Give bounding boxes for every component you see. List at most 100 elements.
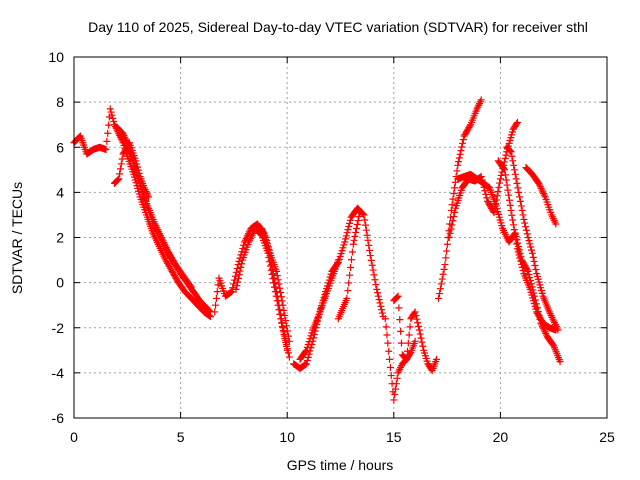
data-point [509,157,517,165]
data-point [369,266,377,274]
data-point [262,234,270,241]
data-point [346,216,354,224]
data-point [501,166,509,174]
tick-labels: 0 5 10 15 20 25 -6 -4 -2 0 2 4 6 8 10 [48,49,615,445]
data-point [376,299,384,307]
data-point [523,230,531,238]
data-point [365,241,373,249]
data-point [405,331,413,339]
data-point [502,176,510,184]
data-point [378,306,386,314]
data-point [355,213,363,221]
y-tick-label: 8 [56,94,64,110]
data-point [386,355,394,363]
data-point [234,274,242,282]
data-point [106,105,114,113]
data-point [346,271,354,279]
data-point [448,201,456,209]
data-point [342,232,350,240]
data-point [538,186,546,194]
data-point [278,297,286,305]
data-point [524,267,532,275]
data-point [454,161,462,169]
series-track-7 [258,224,293,345]
data-point [302,347,310,355]
data-point [384,339,392,347]
data-point [510,226,518,234]
data-point [371,276,379,284]
data-point [539,188,547,196]
data-point [513,245,521,253]
chart-title: Day 110 of 2025, Sidereal Day-to-day VTE… [88,19,588,35]
data-point [347,263,355,271]
data-point [368,261,376,269]
series-track-9 [296,256,342,363]
data-point [451,184,459,192]
x-tick-label: 15 [386,429,402,445]
data-point [277,288,285,296]
data-point [450,213,458,221]
data-point [383,331,391,339]
data-point [494,188,502,196]
data-point [247,233,255,241]
data-point [512,175,520,183]
data-point [345,223,353,231]
data-point [406,323,414,331]
data-point [540,191,548,199]
data-point [445,234,453,241]
data-point [273,267,281,275]
data-point [537,184,545,192]
data-point [372,281,380,289]
data-point [496,175,504,183]
data-point [441,261,449,269]
data-point [526,240,534,248]
data-point [283,322,291,330]
data-point [356,209,364,217]
data-point [458,143,466,151]
data-point [442,254,450,262]
grid [74,57,607,418]
data-point [246,235,254,243]
data-point [450,190,458,198]
data-point [540,190,548,198]
series-track-8 [290,204,387,372]
data-point [249,230,257,238]
data-point [506,147,514,155]
data-point [439,270,447,278]
data-point [512,235,520,243]
data-point [134,163,142,171]
data-point [232,285,240,293]
data-point [415,322,423,330]
data-point [270,283,278,291]
data-point [342,235,350,243]
data-point [275,280,283,288]
data-point [508,211,516,219]
data-point [248,231,256,239]
data-point [110,118,118,126]
data-point [351,232,359,240]
data-point [374,292,382,300]
x-tick-label: 20 [493,429,509,445]
data-point [527,243,535,251]
x-tick-label: 10 [279,429,295,445]
data-point [346,219,354,227]
data-point [530,257,538,265]
data-point [280,306,288,314]
data-point [525,237,533,245]
data-point [495,183,503,191]
data-point [453,167,461,175]
data-point [549,341,557,349]
data-point [273,272,281,280]
data-point [276,310,284,318]
data-point [276,284,284,292]
data-point [345,279,353,287]
data-point [277,315,285,323]
data-point [278,319,286,327]
data-point [145,193,153,201]
data-point [103,137,111,145]
data-point [104,129,112,137]
data-point [132,157,140,165]
data-point [277,293,285,301]
data-point [76,133,84,141]
data-point [264,243,272,251]
